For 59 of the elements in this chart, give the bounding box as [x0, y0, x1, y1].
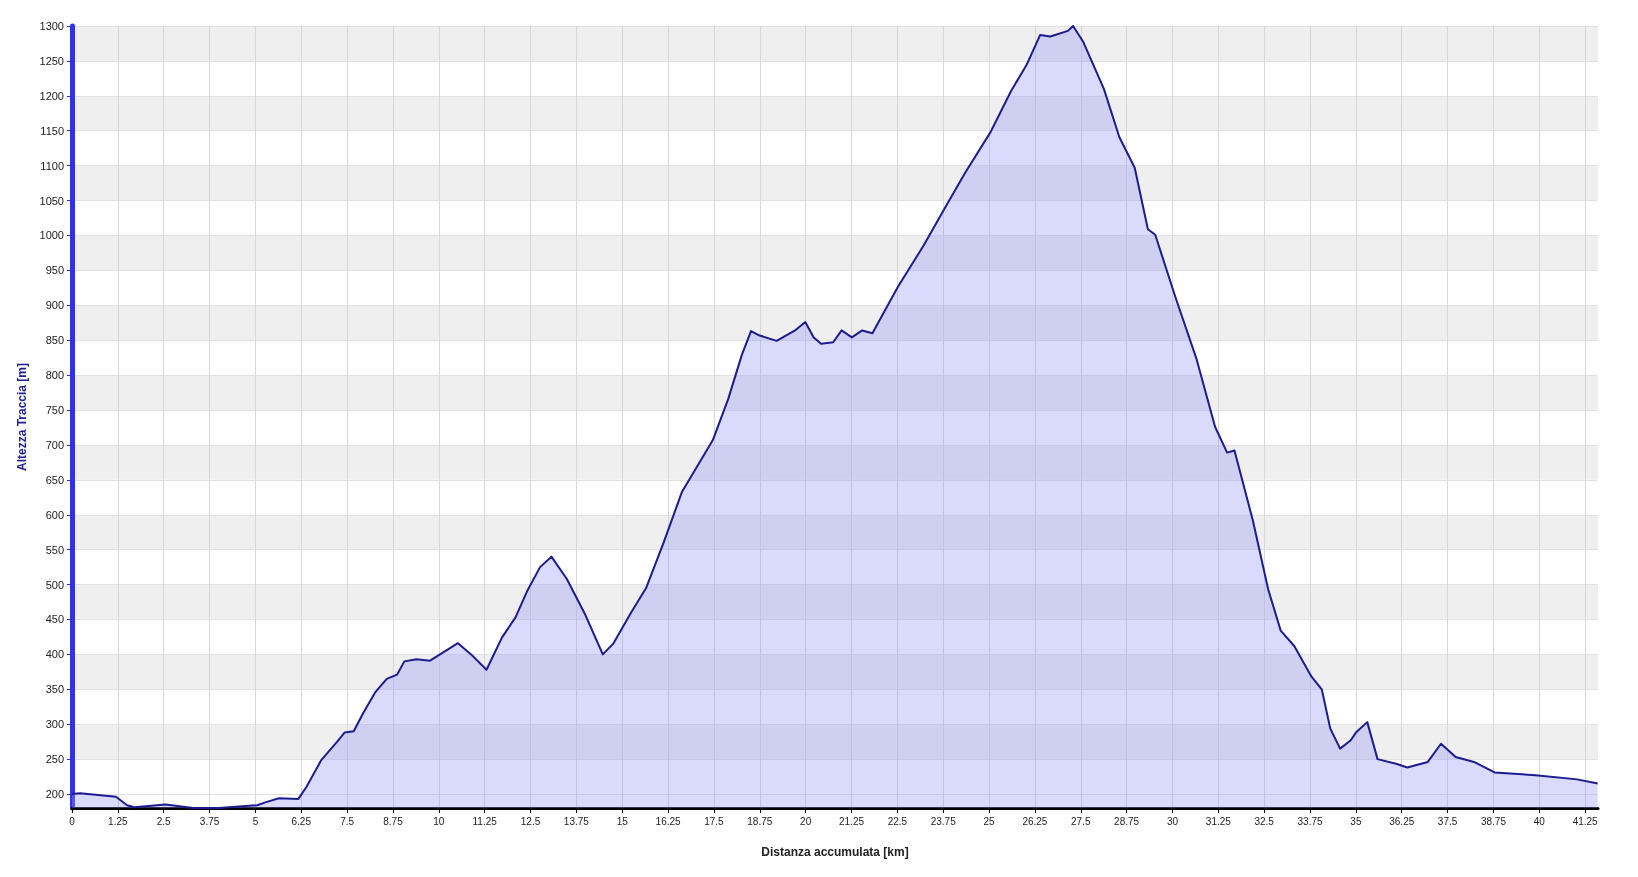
x-tick-label: 21.25	[838, 815, 865, 827]
y-tick-label: 250	[45, 753, 64, 766]
y-tick-label: 350	[45, 683, 64, 696]
x-tick-label: 5	[252, 815, 259, 827]
y-tick-label: 800	[45, 369, 64, 382]
x-tick-label: 17.5	[704, 815, 725, 827]
x-tick-label: 22.5	[887, 815, 908, 827]
x-tick-label: 38.75	[1480, 815, 1507, 827]
x-tick-label: 40	[1533, 815, 1546, 827]
y-tick-label: 1250	[39, 54, 64, 67]
x-tick-label: 41.25	[1572, 815, 1599, 827]
x-tick-label: 37.5	[1437, 815, 1458, 827]
y-tick-label: 500	[45, 578, 64, 591]
x-tick-label: 31.25	[1205, 815, 1232, 827]
y-tick-label: 1300	[39, 20, 64, 32]
x-tick-label: 25	[983, 815, 996, 827]
x-tick-label: 10	[433, 815, 445, 827]
x-tick-label: 28.75	[1114, 815, 1140, 827]
x-tick-label: 18.75	[747, 815, 773, 827]
x-tick-label: 15	[616, 815, 629, 827]
y-tick-label: 1200	[39, 89, 64, 102]
x-tick-label: 26.25	[1022, 815, 1048, 827]
x-tick-label: 0	[69, 815, 76, 827]
y-tick-label: 950	[45, 264, 64, 277]
y-tick-label: 1100	[40, 159, 64, 172]
y-tick-label: 450	[45, 613, 64, 626]
y-tick-label: 550	[45, 543, 64, 556]
x-tick-label: 2.5	[156, 815, 172, 827]
x-tick-label: 32.5	[1254, 815, 1275, 827]
y-tick-label: 300	[45, 718, 64, 731]
x-tick-label: 8.75	[383, 815, 404, 827]
x-tick-label: 3.75	[199, 815, 220, 827]
y-tick-label: 850	[45, 334, 64, 347]
x-tick-label: 13.75	[563, 815, 590, 827]
x-tick-label: 16.25	[655, 815, 682, 827]
x-tick-label: 33.75	[1297, 815, 1323, 827]
x-tick-label: 1.25	[108, 815, 129, 827]
y-axis-title: Altezza Traccia [m]	[15, 362, 29, 472]
x-tick-label: 7.5	[340, 815, 355, 827]
x-axis-title: Distanza accumulata [km]	[761, 845, 909, 859]
y-tick-label: 900	[45, 299, 64, 312]
x-tick-label: 30	[1166, 815, 1179, 827]
y-tick-label: 1150	[40, 124, 64, 137]
x-tick-label: 27.5	[1071, 815, 1091, 827]
x-tick-label: 20	[800, 815, 812, 827]
y-tick-label: 1050	[39, 194, 64, 207]
x-tick-label: 35	[1350, 815, 1362, 827]
y-tick-label: 600	[45, 508, 64, 521]
y-tick-label: 650	[45, 473, 64, 486]
x-tick-label: 12.5	[520, 815, 541, 827]
x-tick-label: 23.75	[930, 815, 957, 827]
y-tick-label: 750	[45, 404, 64, 417]
x-tick-label: 11.25	[472, 815, 498, 827]
x-tick-label: 6.25	[291, 815, 312, 827]
x-tick-label: 36.25	[1389, 815, 1415, 827]
y-tick-label: 700	[45, 438, 64, 451]
y-tick-label: 400	[45, 648, 64, 661]
y-tick-label: 1000	[39, 229, 64, 242]
y-tick-label: 200	[45, 788, 64, 801]
